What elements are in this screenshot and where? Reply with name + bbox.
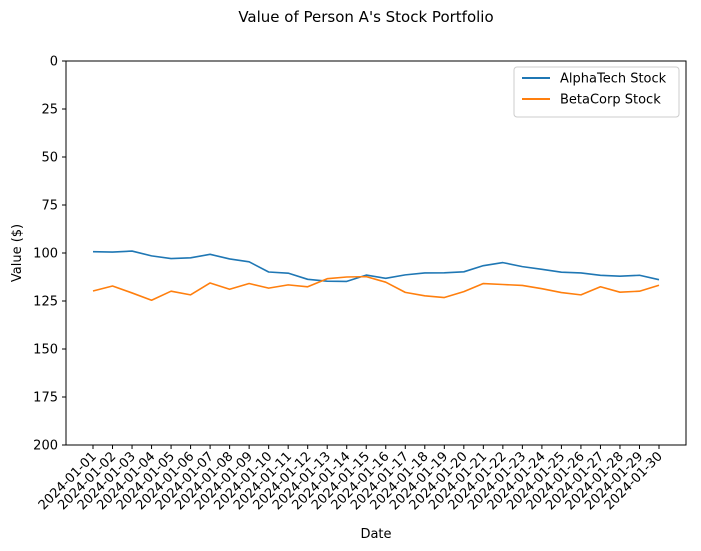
- y-tick-label: 25: [41, 103, 58, 118]
- y-tick-label: 0: [50, 55, 58, 70]
- y-tick-label: 150: [33, 343, 58, 358]
- y-axis-label: Value ($): [10, 224, 25, 282]
- series-group: [92, 250, 660, 302]
- y-axis: 0 25 50 75 100 125 150 175 200: [33, 55, 66, 454]
- y-tick-label: 100: [33, 247, 58, 262]
- series-line-2: [92, 275, 660, 302]
- chart-title: Value of Person A's Stock Portfolio: [238, 8, 493, 26]
- legend-box: [513, 66, 680, 118]
- y-tick-label: 175: [33, 391, 58, 406]
- plot-area: [65, 60, 687, 446]
- series-line-1: [92, 250, 660, 283]
- plot-frame: [65, 60, 687, 446]
- y-tick-label: 200: [33, 439, 58, 454]
- y-tick-label: 50: [41, 151, 58, 166]
- legend-label: BetaCorp Stock: [560, 93, 661, 108]
- x-axis-label: Date: [360, 527, 391, 542]
- legend: AlphaTech Stock BetaCorp Stock: [513, 66, 680, 118]
- x-axis: 2024-01-012024-01-022024-01-032024-01-04…: [36, 445, 666, 513]
- legend-label: AlphaTech Stock: [560, 72, 667, 87]
- y-tick-label: 75: [41, 199, 58, 214]
- y-tick-label: 125: [33, 295, 58, 310]
